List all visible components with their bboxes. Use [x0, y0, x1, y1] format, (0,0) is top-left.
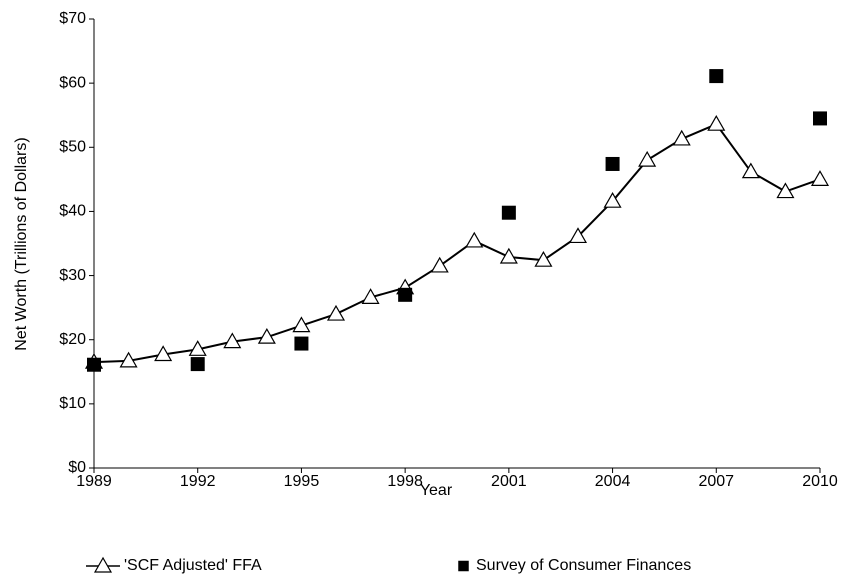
x-tick-label: 1989: [76, 473, 112, 490]
data-point: [810, 170, 830, 186]
data-point: [154, 345, 173, 362]
y-axis-label: Net Worth (Trillions of Dollars): [13, 137, 30, 350]
data-point: [119, 351, 138, 368]
series-line: [93, 122, 821, 364]
data-point: [465, 231, 484, 248]
data-point: [741, 162, 760, 179]
legend-marker: [93, 556, 113, 573]
x-axis-label: Year: [420, 482, 453, 499]
data-point: [292, 316, 311, 333]
data-point: [605, 156, 620, 171]
data-point: [257, 327, 276, 344]
data-point: [499, 247, 518, 264]
data-point: [223, 332, 242, 349]
data-point: [430, 256, 449, 273]
data-point: [568, 227, 588, 244]
x-tick-label: 2001: [491, 473, 527, 490]
data-point: [501, 205, 516, 220]
legend-marker: [458, 560, 469, 572]
legend-label: 'SCF Adjusted' FFA: [124, 557, 262, 574]
data-point: [188, 340, 207, 356]
data-point: [398, 287, 413, 302]
data-point: [813, 111, 827, 126]
x-tick-label: 2010: [802, 473, 838, 490]
data-point: [190, 357, 205, 372]
y-tick-label: $20: [59, 331, 86, 348]
y-tick-label: $70: [59, 10, 86, 27]
y-tick-label: $10: [59, 395, 86, 412]
data-point: [638, 150, 657, 167]
y-tick-label: $60: [59, 74, 86, 91]
data-point: [87, 357, 101, 372]
y-tick-label: $50: [59, 139, 86, 156]
data-point: [603, 191, 622, 208]
y-tick-label: $0: [68, 459, 86, 476]
data-point: [776, 182, 795, 199]
data-point: [707, 114, 726, 131]
y-tick-label: $30: [59, 267, 86, 284]
data-point: [361, 288, 380, 304]
x-tick-label: 1995: [284, 473, 320, 490]
data-point: [672, 129, 691, 146]
data-point: [294, 336, 309, 351]
y-tick-label: $40: [59, 203, 86, 220]
data-point: [709, 69, 724, 84]
data-point: [534, 250, 553, 267]
x-tick-label: 2007: [698, 473, 734, 490]
x-tick-label: 1998: [387, 473, 423, 490]
legend-label: Survey of Consumer Finances: [476, 557, 691, 574]
data-point: [326, 304, 346, 321]
x-tick-label: 2004: [595, 473, 631, 490]
x-tick-label: 1992: [180, 473, 216, 490]
